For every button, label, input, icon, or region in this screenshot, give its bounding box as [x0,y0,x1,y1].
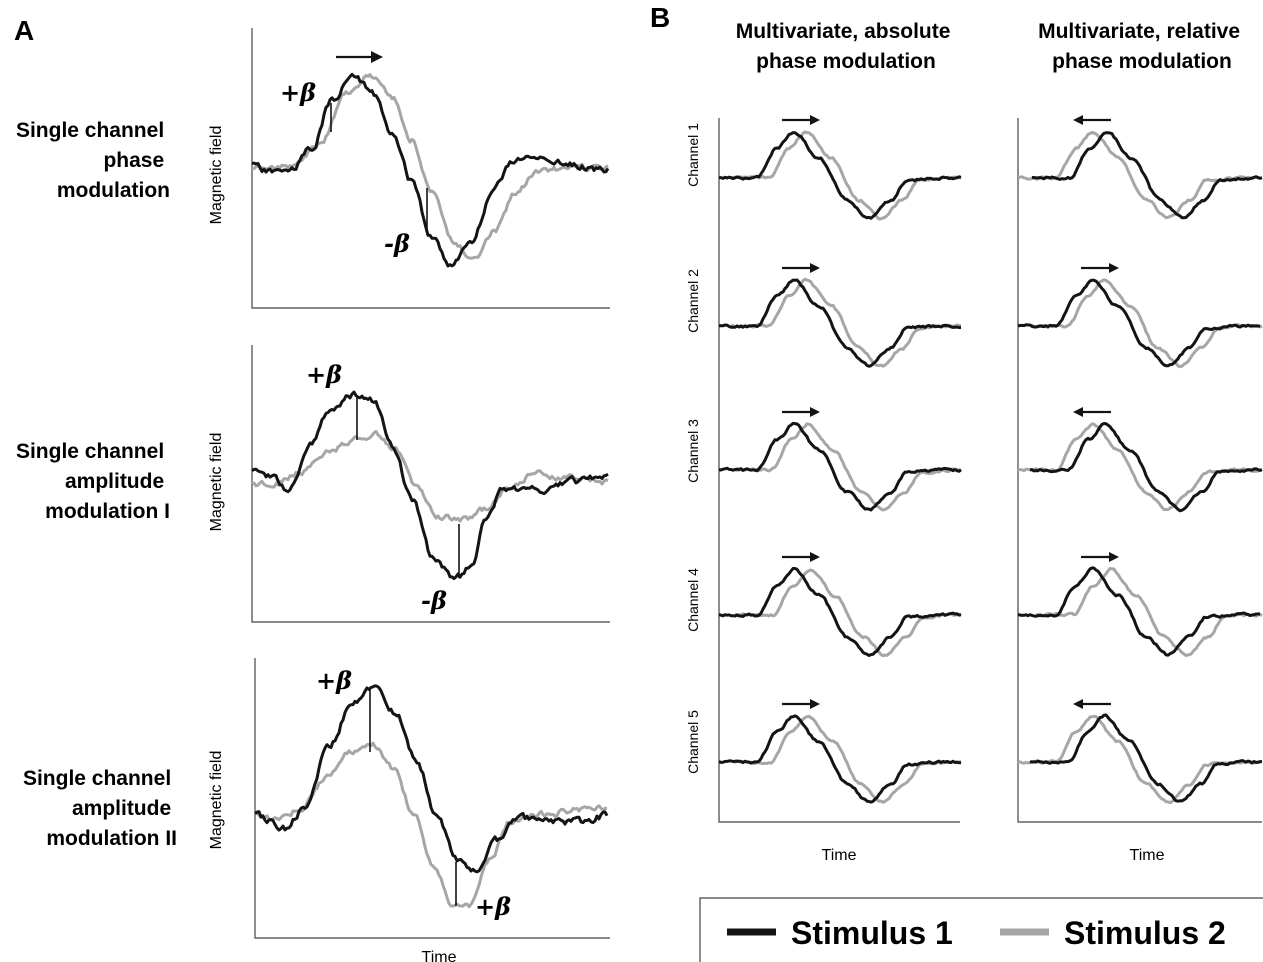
col2-channel2-stimulus1-trace [1018,278,1261,368]
row3-label-line2: amplitude [72,797,171,820]
legend: Stimulus 1 Stimulus 2 [699,897,1263,962]
row2-label-line2: amplitude [65,470,164,493]
col1-title-line2: phase modulation [756,50,936,73]
col1-channel1-stimulus2-trace [730,130,962,221]
col1-title: Multivariate, absolute phase modulation [736,20,957,73]
row3-ylabel: Magnetic field [208,751,225,850]
row1-label-line2: phase [103,149,164,172]
row3-axes [254,658,610,939]
col1-title-line1: Multivariate, absolute [736,20,951,43]
col2-channel1-arrow-left [1073,115,1111,125]
col1-channel1-stimulus1-trace [719,131,962,220]
col2-channel5-stimulus2-trace [1017,714,1261,805]
col2-title-line2: phase modulation [1052,50,1232,73]
col2-channel5-arrow-left [1073,699,1111,709]
col2-channel4-stimulus2-trace [1035,567,1263,657]
col2-channel4-arrow-right [1081,552,1119,562]
col2-xlabel: Time [1130,847,1165,864]
col1-channel5-arrow-right [782,699,820,709]
col1-axes [718,118,960,823]
row2-label: Single channel amplitude modulation I [16,440,170,523]
col1-channel4-stimulus2-trace [734,568,962,658]
col2-title-line1: Multivariate, relative [1038,20,1240,43]
row1-label-line1: Single channel [16,119,164,142]
row2-beta-neg: -β [421,586,447,615]
channel-5-label: Channel 5 [685,710,701,774]
col1-channel5-stimulus1-trace [718,714,962,804]
col1-channel1-arrow-right [782,115,820,125]
row2-axes [251,345,610,623]
col1-channel2-stimulus1-trace [718,278,962,368]
panel-b-letter: B [650,2,670,33]
row3-beta-pos: +β [316,666,352,695]
col1-xlabel: Time [822,847,857,864]
row1-ylabel: Magnetic field [208,126,225,225]
row1-shift-arrow [336,51,383,63]
col2-channel3-stimulus2-trace [1017,422,1261,511]
legend-frame [699,897,1263,962]
row3-label-line3: modulation II [46,827,177,850]
row1-beta-pos: +β [280,78,316,107]
col1-channel2-arrow-right [782,263,820,273]
col2-channel5-stimulus1-trace [1029,713,1262,803]
col2-channel1-stimulus1-trace [1031,131,1263,220]
row3-label: Single channel amplitude modulation II [23,767,177,850]
panel-a-letter: A [14,15,34,46]
legend-label-stimulus1: Stimulus 1 [791,915,953,951]
row2-stimulus2-trace [251,429,609,523]
row2-stimulus1-trace [251,390,609,581]
col1-channel3-stimulus2-trace [732,422,962,512]
row3-stimulus1-trace [254,684,609,874]
channel-1-label: Channel 1 [685,123,701,187]
col2-channel4-stimulus1-trace [1017,566,1261,657]
col2-channel2-stimulus2-trace [1029,278,1263,369]
row1-axes [251,28,610,309]
channel-3-label: Channel 3 [685,419,701,483]
col1-channel2-stimulus2-trace [730,277,962,368]
row3-label-line1: Single channel [23,767,171,790]
row1-label-line3: modulation [57,179,170,202]
legend-label-stimulus2: Stimulus 2 [1064,915,1226,951]
row2-ylabel: Magnetic field [208,433,225,532]
row2-label-line3: modulation I [45,500,170,523]
col2-channel3-stimulus1-trace [1029,422,1263,513]
row2-beta-pos: +β [306,360,342,389]
col2-title: Multivariate, relative phase modulation [1038,20,1246,73]
row3-beta-bottom: +β [475,892,511,921]
col1-channel3-stimulus1-trace [718,421,962,512]
row1-stimulus2-trace [251,73,609,260]
col2-channel2-arrow-right [1081,263,1119,273]
col1-channel3-arrow-right [782,407,820,417]
col1-channel4-stimulus1-trace [718,567,962,657]
panel-b-traces [718,115,1263,805]
row1-stimulus1-trace [251,72,610,268]
col1-channel5-stimulus2-trace [732,714,962,804]
channel-2-label: Channel 2 [685,269,701,333]
col2-axes [1017,118,1262,823]
panel-a-xlabel: Time [422,949,457,962]
row1-label: Single channel phase modulation [16,119,170,202]
col1-channel4-arrow-right [782,552,820,562]
row2-label-line1: Single channel [16,440,164,463]
col2-channel3-arrow-left [1073,407,1111,417]
col2-channel1-stimulus2-trace [1017,131,1260,220]
row1-beta-neg: -β [384,229,410,258]
channel-4-label: Channel 4 [685,568,701,632]
row3-stimulus2-trace [254,741,608,909]
